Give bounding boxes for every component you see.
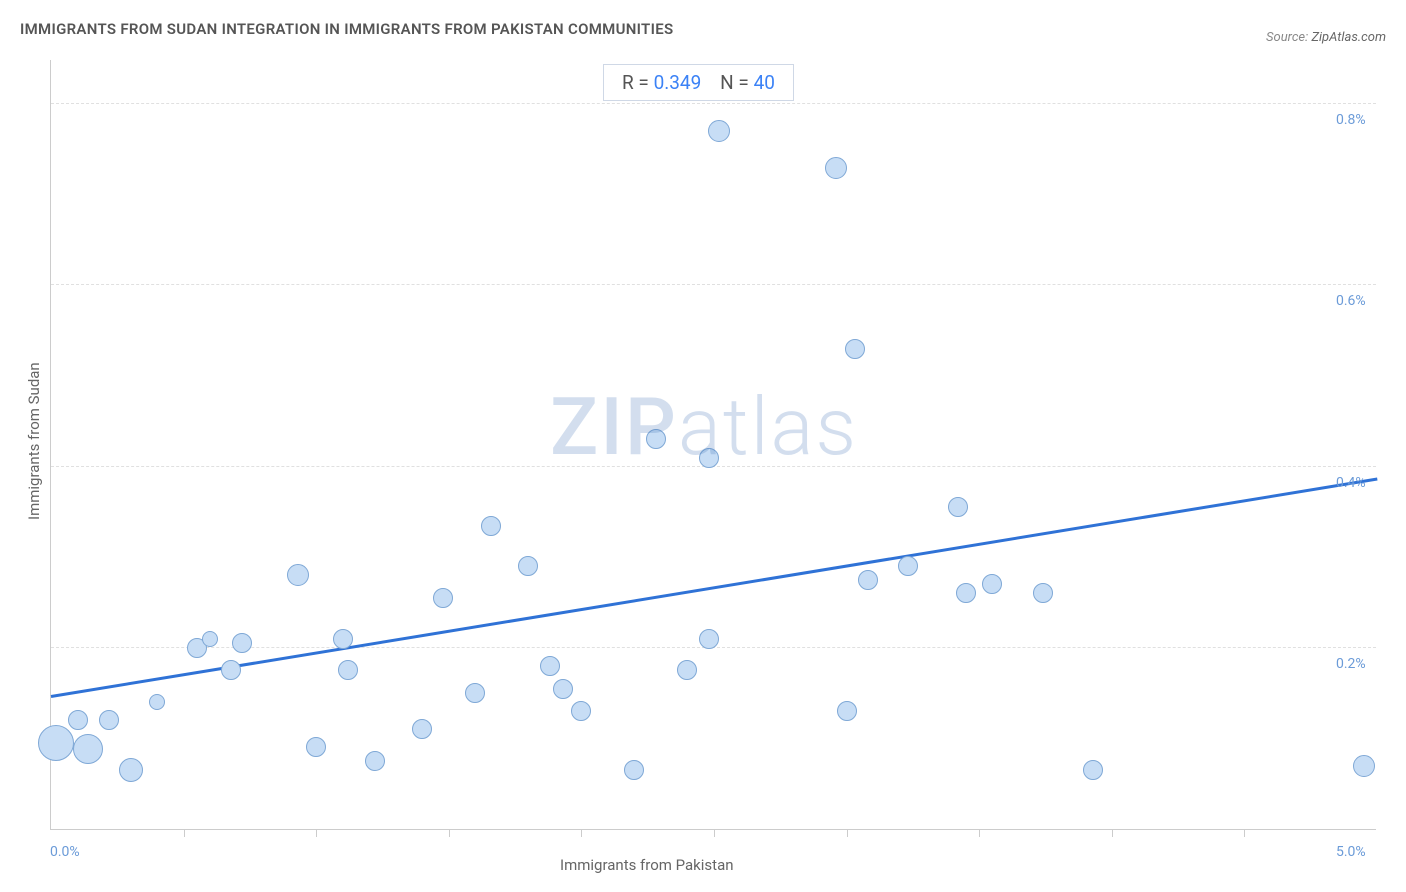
gridline bbox=[51, 103, 1376, 104]
data-point bbox=[1033, 583, 1053, 603]
gridline bbox=[51, 284, 1376, 285]
x-minor-tick bbox=[184, 829, 185, 837]
data-point bbox=[1353, 755, 1375, 777]
source-link[interactable]: ZipAtlas.com bbox=[1311, 30, 1386, 45]
data-point bbox=[287, 564, 309, 586]
y-axis-label: Immigrants from Sudan bbox=[25, 362, 43, 520]
x-minor-tick bbox=[581, 829, 582, 837]
data-point bbox=[571, 701, 591, 721]
data-point bbox=[481, 516, 501, 536]
data-point bbox=[898, 556, 918, 576]
data-point bbox=[465, 683, 485, 703]
r-label: R = bbox=[622, 71, 654, 94]
x-minor-tick bbox=[847, 829, 848, 837]
x-minor-tick bbox=[979, 829, 980, 837]
data-point bbox=[38, 725, 74, 761]
data-point bbox=[365, 751, 385, 771]
y-tick-label: 0.2% bbox=[1336, 656, 1366, 672]
n-value: 40 bbox=[754, 71, 775, 94]
y-tick-label: 0.8% bbox=[1336, 112, 1366, 128]
data-point bbox=[68, 710, 88, 730]
data-point bbox=[646, 429, 666, 449]
r-value: 0.349 bbox=[654, 71, 702, 94]
data-point bbox=[518, 556, 538, 576]
data-point bbox=[677, 660, 697, 680]
x-minor-tick bbox=[449, 829, 450, 837]
y-tick-label: 0.6% bbox=[1336, 293, 1366, 309]
data-point bbox=[699, 448, 719, 468]
data-point bbox=[99, 710, 119, 730]
x-minor-tick bbox=[714, 829, 715, 837]
trend-line bbox=[51, 477, 1377, 697]
data-point bbox=[1083, 760, 1103, 780]
source-prefix: Source: bbox=[1266, 30, 1311, 45]
data-point bbox=[333, 629, 353, 649]
x-axis-label: Immigrants from Pakistan bbox=[560, 856, 734, 874]
data-point bbox=[553, 679, 573, 699]
data-point bbox=[306, 737, 326, 757]
data-point bbox=[837, 701, 857, 721]
n-label: N = bbox=[720, 71, 753, 94]
y-tick-label: 0.4% bbox=[1336, 475, 1366, 491]
data-point bbox=[119, 758, 143, 782]
data-point bbox=[708, 120, 730, 142]
data-point bbox=[845, 339, 865, 359]
data-point bbox=[540, 656, 560, 676]
data-point bbox=[624, 760, 644, 780]
data-point bbox=[433, 588, 453, 608]
data-point bbox=[202, 631, 218, 647]
data-point bbox=[699, 629, 719, 649]
data-point bbox=[948, 497, 968, 517]
data-point bbox=[73, 734, 103, 764]
data-point bbox=[982, 574, 1002, 594]
x-minor-tick bbox=[1112, 829, 1113, 837]
data-point bbox=[149, 694, 165, 710]
data-point bbox=[412, 719, 432, 739]
source-attribution: Source: ZipAtlas.com bbox=[1266, 30, 1386, 45]
x-tick-label: 5.0% bbox=[1336, 844, 1366, 860]
data-point bbox=[232, 633, 252, 653]
scatter-plot bbox=[50, 60, 1376, 830]
chart-title: IMMIGRANTS FROM SUDAN INTEGRATION IN IMM… bbox=[20, 20, 673, 38]
data-point bbox=[858, 570, 878, 590]
data-point bbox=[338, 660, 358, 680]
x-tick-label: 0.0% bbox=[50, 844, 80, 860]
data-point bbox=[956, 583, 976, 603]
data-point bbox=[825, 157, 847, 179]
x-minor-tick bbox=[316, 829, 317, 837]
x-minor-tick bbox=[1244, 829, 1245, 837]
data-point bbox=[221, 660, 241, 680]
stats-box: R = 0.349 N = 40 bbox=[603, 64, 794, 101]
